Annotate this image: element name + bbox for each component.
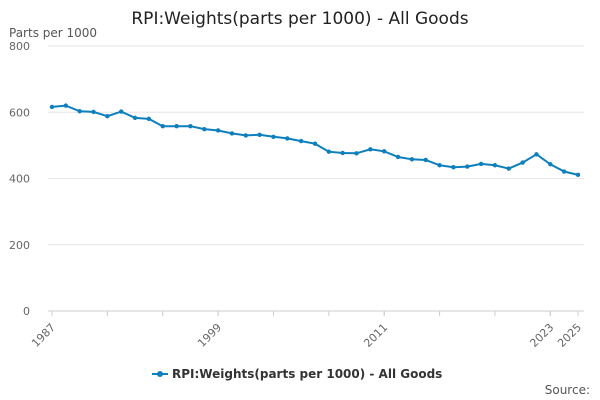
data-point[interactable] <box>146 116 152 122</box>
x-tick-label: 2011 <box>361 321 390 350</box>
x-tick-label: 1987 <box>29 321 58 350</box>
data-point[interactable] <box>257 132 262 137</box>
gridlines <box>48 45 584 246</box>
data-point[interactable] <box>368 147 373 152</box>
chart-title: RPI:Weights(parts per 1000) - All Goods <box>131 9 469 29</box>
y-tick-label: 400 <box>9 173 30 186</box>
data-points <box>49 103 581 178</box>
y-tick-label: 800 <box>9 40 30 53</box>
data-point[interactable] <box>492 163 498 168</box>
x-tick-label: 2025 <box>555 321 584 350</box>
data-point[interactable] <box>409 157 415 162</box>
data-point[interactable] <box>340 150 345 156</box>
data-point[interactable] <box>575 172 581 178</box>
y-axis-label: Parts per 1000 <box>9 26 98 40</box>
data-point[interactable] <box>437 163 442 168</box>
data-point[interactable] <box>520 160 525 165</box>
data-point[interactable] <box>119 109 124 114</box>
data-point[interactable] <box>105 114 110 119</box>
legend-dot-marker <box>157 371 163 377</box>
data-point[interactable] <box>382 149 387 154</box>
data-point[interactable] <box>451 165 456 170</box>
source-label: Source: <box>544 383 590 397</box>
data-point[interactable] <box>326 149 332 154</box>
data-point[interactable] <box>132 115 138 121</box>
data-point[interactable] <box>506 166 511 171</box>
legend-label: RPI:Weights(parts per 1000) - All Goods <box>172 367 442 381</box>
data-point[interactable] <box>534 152 539 157</box>
data-point[interactable] <box>478 161 484 167</box>
y-tick-label: 600 <box>9 106 30 119</box>
data-point[interactable] <box>298 138 304 144</box>
data-point[interactable] <box>243 133 248 138</box>
data-point[interactable] <box>77 109 82 114</box>
y-axis-ticks: 0 200 400 600 800 <box>9 40 30 318</box>
data-point[interactable] <box>215 128 221 133</box>
data-point[interactable] <box>465 164 470 169</box>
data-point[interactable] <box>423 157 428 163</box>
data-point[interactable] <box>160 123 165 129</box>
y-tick-label: 0 <box>23 305 30 318</box>
data-point[interactable] <box>354 151 359 156</box>
data-point[interactable] <box>91 109 96 115</box>
data-point[interactable] <box>188 123 193 129</box>
data-point[interactable] <box>271 134 276 139</box>
data-point[interactable] <box>229 131 235 136</box>
x-tick-label: 1999 <box>195 321 224 350</box>
data-point[interactable] <box>548 162 553 167</box>
data-point[interactable] <box>49 104 55 110</box>
data-point[interactable] <box>561 169 567 174</box>
series-line <box>51 104 579 176</box>
data-point[interactable] <box>174 123 179 129</box>
data-point[interactable] <box>312 141 318 146</box>
y-tick-label: 200 <box>9 239 30 252</box>
data-point[interactable] <box>395 154 401 160</box>
data-point[interactable] <box>285 136 290 141</box>
data-point[interactable] <box>63 103 69 108</box>
x-tick-label: 2023 <box>527 321 556 350</box>
legend[interactable]: RPI:Weights(parts per 1000) - All Goods <box>152 367 442 381</box>
data-point[interactable] <box>202 126 207 132</box>
